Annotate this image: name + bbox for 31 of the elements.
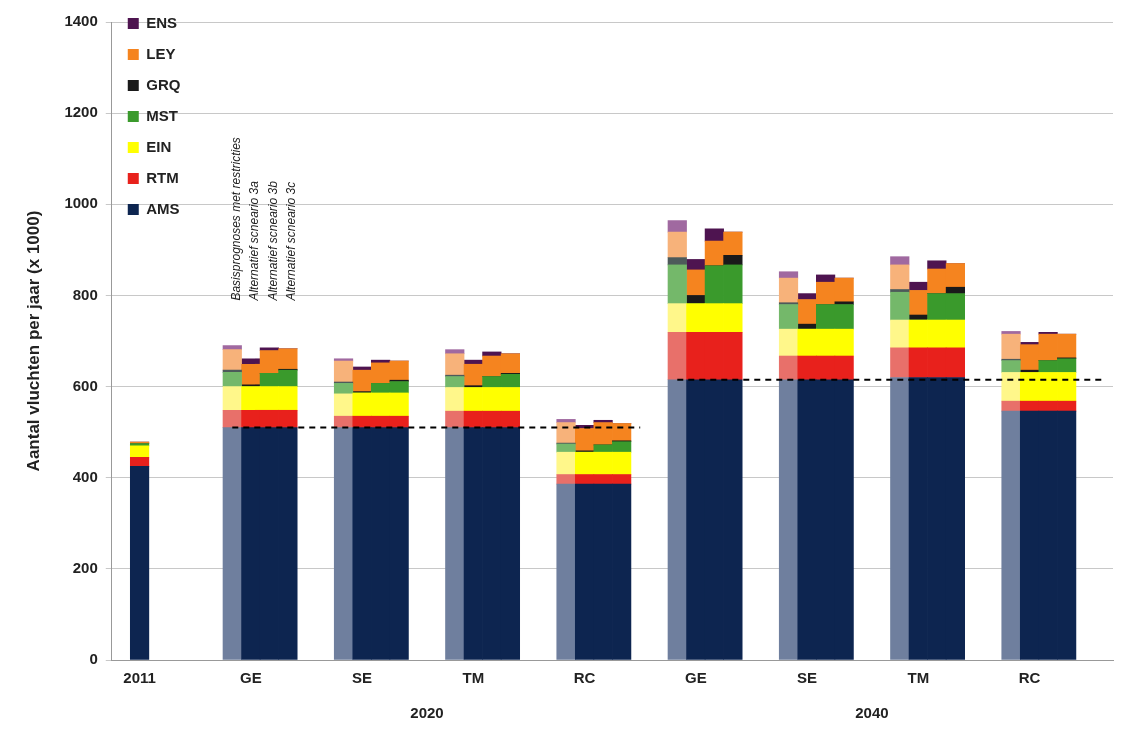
y-tick-label: 1400 bbox=[64, 12, 98, 30]
y-tick-label: 600 bbox=[72, 376, 98, 394]
y-tick-label: 800 bbox=[72, 285, 98, 303]
legend-label: LEY bbox=[146, 44, 176, 62]
annotation: Basisprognoses met restricties bbox=[228, 137, 243, 301]
annotation: Alternatief scneario 3c bbox=[284, 181, 299, 302]
annotation: Alternatief scneario 3a bbox=[247, 180, 262, 302]
x-tick-label: TM bbox=[462, 669, 485, 687]
x-tick-label: RC bbox=[573, 669, 596, 687]
x-tick-label: GE bbox=[239, 669, 262, 687]
x-tick-label: RC bbox=[1018, 669, 1041, 687]
x-tick-label: TM bbox=[907, 669, 930, 687]
x-tick-label: SE bbox=[352, 669, 373, 687]
legend-label: MST bbox=[146, 106, 178, 124]
y-tick-label: 1000 bbox=[64, 194, 98, 212]
x-tick-label: SE bbox=[797, 669, 818, 687]
y-axis-title: Aantal vluchten per jaar (x 1000) bbox=[23, 210, 43, 472]
legend-label: ENS bbox=[146, 13, 178, 31]
y-tick-label: 400 bbox=[72, 467, 98, 485]
legend-label: AMS bbox=[146, 199, 180, 217]
x-tick-label: GE bbox=[684, 669, 707, 687]
annotation: Alternatief scneario 3b bbox=[265, 180, 280, 302]
y-tick-label: 200 bbox=[72, 559, 98, 576]
legend-label: GRQ bbox=[146, 75, 181, 93]
legend-label: RTM bbox=[146, 168, 179, 186]
y-tick-label: 1200 bbox=[64, 103, 98, 121]
y-tick-label: 0 bbox=[89, 650, 98, 668]
x-tick-label: 2011 bbox=[123, 669, 156, 687]
text: 2040 bbox=[855, 703, 889, 721]
text: 2020 bbox=[410, 703, 444, 721]
legend-label: EIN bbox=[146, 137, 172, 155]
